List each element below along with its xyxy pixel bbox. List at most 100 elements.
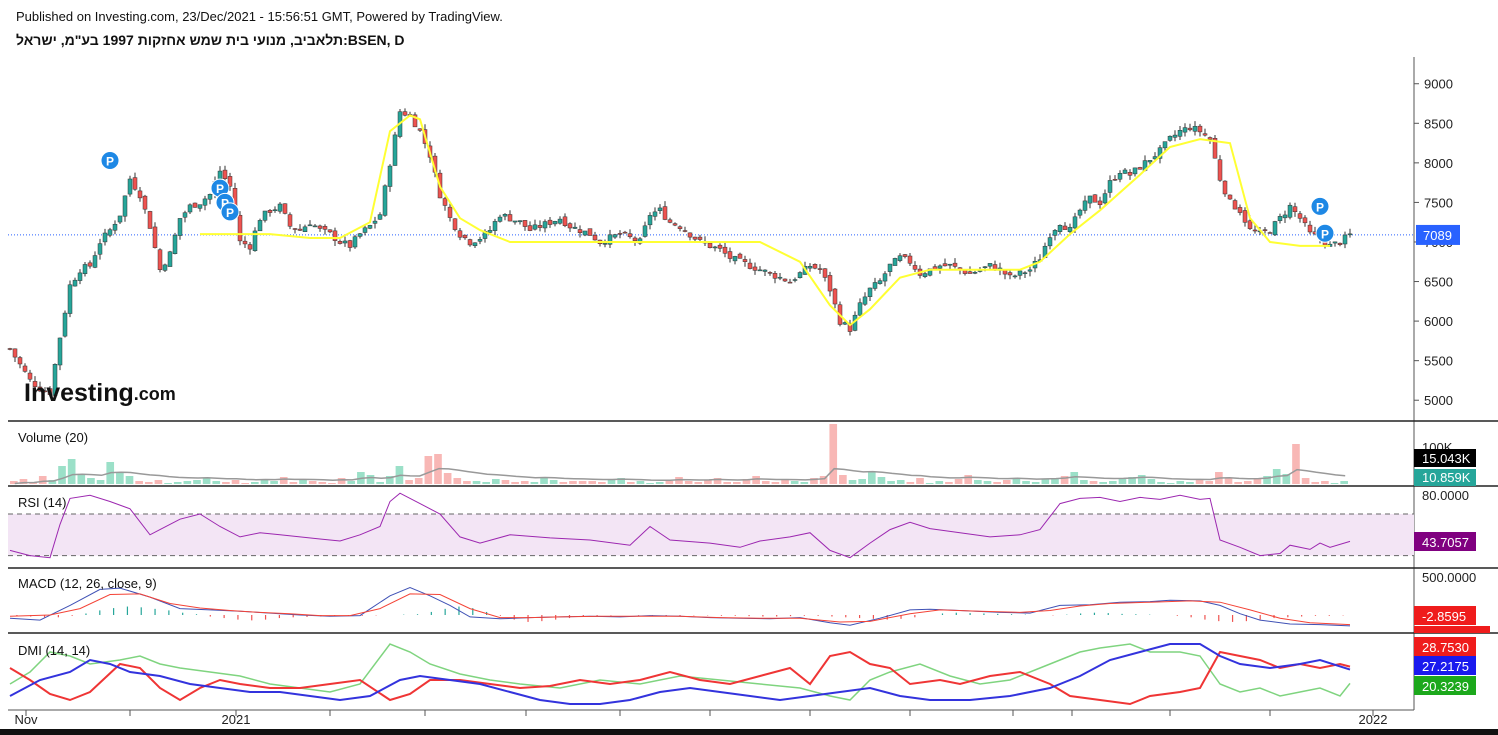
volume-bar — [318, 482, 327, 484]
candle-body — [1137, 167, 1143, 170]
candle-body — [442, 198, 448, 206]
candle-body — [822, 268, 828, 278]
volume-bar — [896, 480, 905, 484]
candle-body — [897, 255, 903, 261]
candle-body — [907, 255, 913, 264]
volume-bar — [308, 481, 317, 484]
candle-body — [87, 262, 93, 267]
candle-body — [457, 230, 463, 238]
rsi-value-label: 43.7057 — [1422, 535, 1469, 550]
published-note: Published on Investing.com, 23/Dec/2021 … — [16, 9, 503, 24]
volume-bar — [1263, 476, 1271, 484]
volume-bar — [366, 475, 375, 484]
volume-bar — [704, 480, 712, 484]
p-marker-icon[interactable]: P — [1310, 196, 1330, 216]
candle-body — [322, 226, 328, 230]
candle-body — [1162, 141, 1168, 149]
macd-axis-label: 500.0000 — [1422, 570, 1476, 585]
volume-bar — [723, 482, 732, 484]
candle-body — [182, 212, 188, 218]
candle-body — [902, 254, 908, 257]
volume-bar — [164, 483, 172, 484]
candle-body — [227, 176, 233, 187]
candle-body — [347, 240, 353, 248]
volume-bar — [289, 482, 298, 484]
candle-body — [357, 233, 363, 237]
volume-bar — [241, 483, 250, 484]
volume-bar — [67, 459, 76, 484]
candle-body — [867, 287, 873, 297]
dmi-plus-label: 28.7530 — [1422, 640, 1469, 655]
volume-bar — [1099, 482, 1107, 484]
volume-bar — [453, 478, 462, 484]
volume-bar — [935, 481, 944, 484]
dmi-minus-tag — [1414, 676, 1476, 695]
candle-body — [922, 273, 928, 277]
volume-bar — [810, 478, 818, 484]
price-tick: 8000 — [1424, 156, 1453, 171]
candle-body — [737, 253, 743, 259]
candle-body — [1277, 216, 1283, 221]
candle-body — [617, 233, 623, 235]
volume-bar — [1234, 482, 1242, 484]
candle-body — [587, 228, 593, 236]
volume-bar — [993, 482, 1001, 484]
candle-body — [387, 165, 393, 187]
candle-body — [292, 228, 298, 230]
candle-body — [307, 224, 313, 227]
candle-body — [1282, 214, 1288, 219]
candle-body — [327, 229, 333, 233]
candle-body — [317, 225, 323, 229]
volume-bar — [1224, 478, 1233, 484]
dmi-adx-tag — [1414, 656, 1476, 675]
candle-body — [1187, 127, 1193, 131]
svg-text:P: P — [1321, 227, 1329, 241]
volume-bar — [1195, 480, 1204, 484]
candle-body — [452, 218, 458, 230]
p-marker-icon[interactable]: P — [220, 202, 240, 222]
candle-body — [937, 265, 943, 269]
candle-body — [532, 224, 538, 230]
volume-bar — [761, 481, 770, 484]
volume-bar — [819, 476, 828, 484]
candle-body — [627, 233, 633, 238]
svg-text:P: P — [216, 182, 224, 196]
candle-body — [722, 246, 728, 254]
volume-bar — [549, 480, 558, 484]
candle-body — [1242, 210, 1248, 223]
p-marker-icon[interactable]: P — [1315, 223, 1335, 243]
candle-body — [102, 232, 108, 243]
candle-body — [1167, 135, 1173, 141]
volume-value-tag — [1414, 449, 1476, 467]
candle-body — [632, 237, 638, 242]
candle-body — [777, 276, 783, 279]
candle-body — [1272, 221, 1278, 236]
volume-bar — [1041, 479, 1050, 484]
volume-bar — [665, 481, 674, 484]
svg-text:P: P — [1316, 200, 1324, 214]
volume-bar — [1002, 480, 1011, 484]
candle-body — [147, 211, 153, 229]
price-tick: 8500 — [1424, 116, 1453, 131]
volume-bar — [925, 483, 934, 484]
candle-body — [117, 215, 123, 223]
candle-body — [472, 242, 478, 247]
candle-body — [717, 244, 723, 249]
candle-body — [772, 273, 778, 279]
volume-bar — [839, 475, 847, 484]
volume-bar — [260, 479, 269, 484]
volume-bar — [569, 481, 577, 484]
price-tick: 5500 — [1424, 354, 1453, 369]
candle-body — [127, 178, 133, 195]
p-marker-icon[interactable]: P — [100, 150, 120, 170]
candle-body — [1347, 233, 1353, 236]
volume-bar — [675, 477, 683, 484]
candle-body — [527, 225, 533, 231]
volume-value-label: 15.043K — [1422, 451, 1471, 466]
volume-bar — [1157, 482, 1165, 484]
rsi-value-tag — [1414, 532, 1476, 551]
volume-bar — [144, 482, 153, 484]
candle-body — [77, 272, 83, 281]
candle-body — [502, 214, 508, 217]
